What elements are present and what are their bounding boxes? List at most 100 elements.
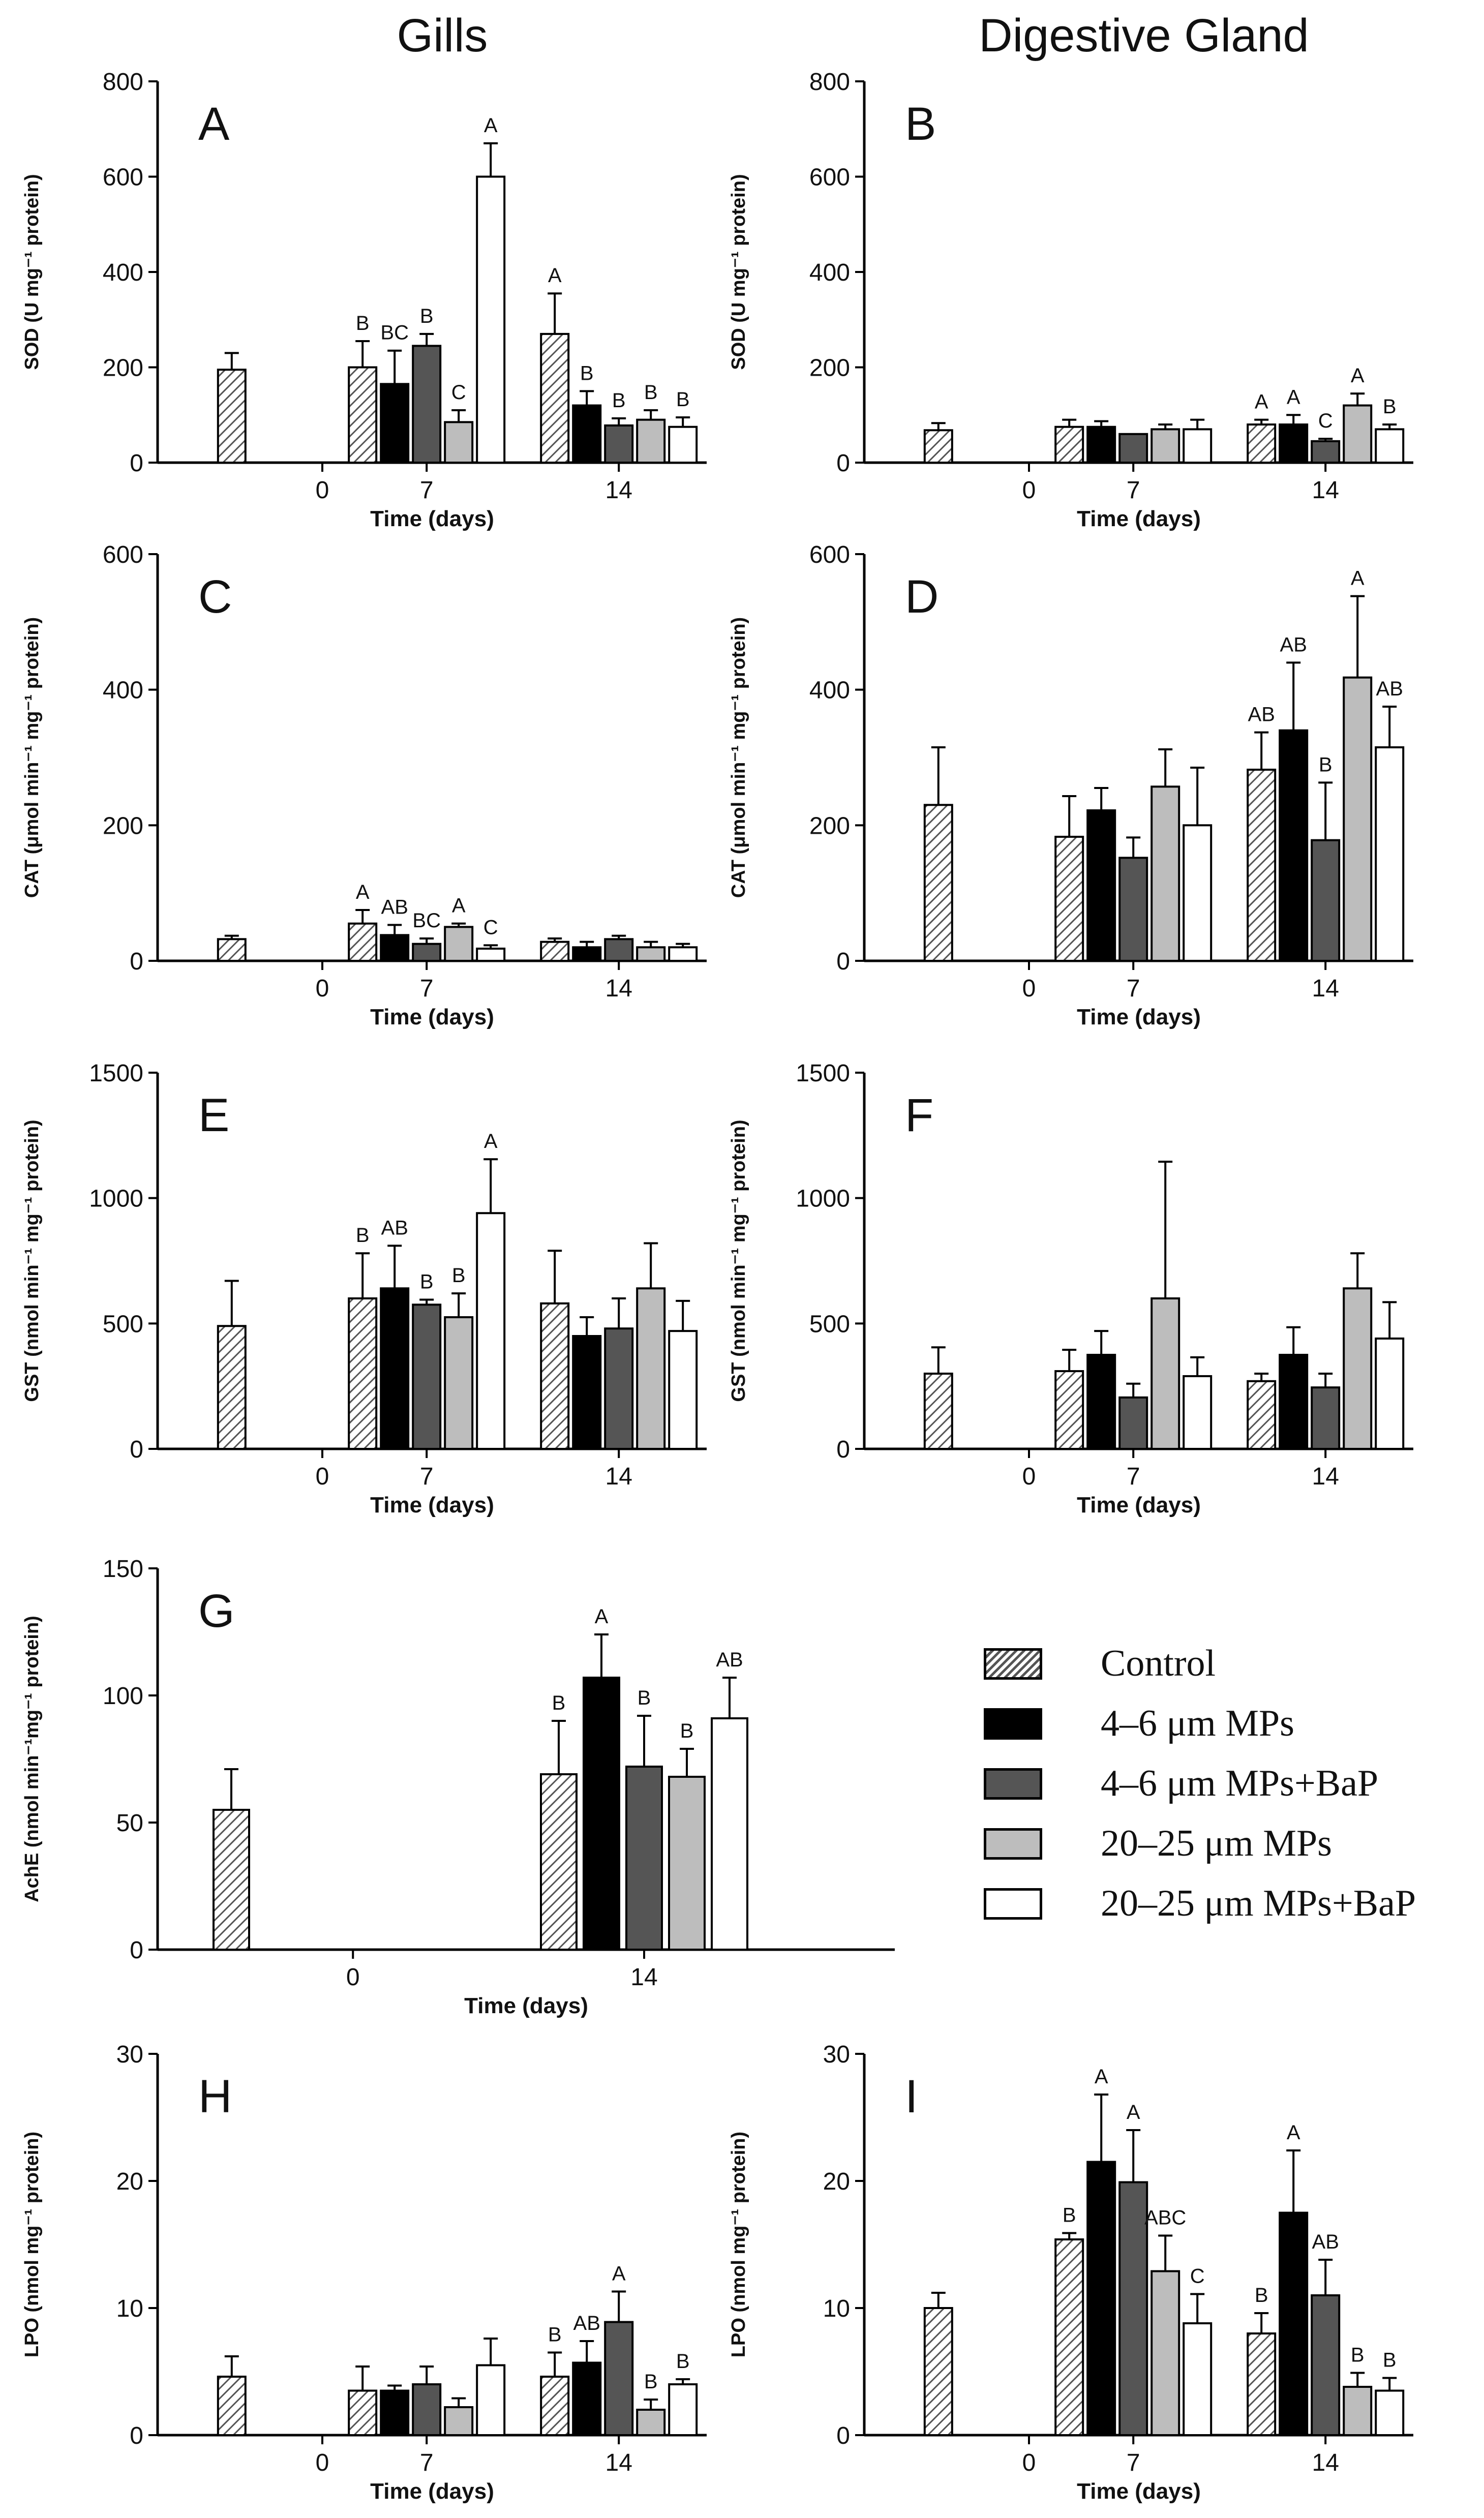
- sig-letter-20-25-mps: B: [680, 1720, 694, 1742]
- sig-letter-20-25-mps-bap: A: [484, 1130, 498, 1152]
- bar-control: [1247, 2332, 1277, 2436]
- y-tick-label-a: 400: [103, 259, 143, 286]
- x-tick-label-b: 14: [1312, 477, 1339, 504]
- x-tick-label-i: 7: [1127, 2449, 1140, 2476]
- y-tick-label-i: 10: [823, 2295, 850, 2322]
- bar-control: [1054, 836, 1084, 962]
- sig-letter-4-6-mps: A: [595, 1605, 609, 1628]
- x-tick-label-h: 0: [316, 2449, 329, 2476]
- sig-letter-4-6-mps-bap: B: [638, 1687, 651, 1709]
- y-tick-label-d: 600: [809, 541, 850, 568]
- x-tick-label-c: 0: [316, 975, 329, 1002]
- bar-20-25-mps: [636, 1287, 666, 1450]
- legend-item-4-6-mps-bap: 4–6 μm MPs+BaP: [984, 1762, 1472, 1822]
- legend-label: 20–25 μm MPs: [1101, 1823, 1332, 1864]
- bar-20-25-mps: [1343, 404, 1373, 464]
- y-tick-label-e: 1000: [89, 1186, 143, 1212]
- y-tick-label-h: 30: [116, 2041, 143, 2068]
- sig-letter-20-25-mps-bap: B: [676, 2350, 690, 2373]
- y-tick-label-i: 20: [823, 2168, 850, 2195]
- y-tick-label-d: 400: [809, 677, 850, 704]
- bar-4-6-mps-bap: [412, 2383, 442, 2436]
- x-axis-title-h: Time (days): [370, 2479, 494, 2504]
- x-axis-title-e: Time (days): [370, 1493, 494, 1518]
- y-axis-title-a: SOD (U mg⁻¹ protein): [21, 174, 43, 370]
- sig-letter-4-6-mps-bap: B: [612, 389, 626, 412]
- bar-control: [540, 2376, 570, 2436]
- bar-control: [217, 1325, 247, 1450]
- legend-label: Control: [1101, 1643, 1216, 1684]
- bar-20-25-mps: [1150, 2270, 1180, 2436]
- legend-label: 4–6 μm MPs: [1101, 1703, 1294, 1744]
- bar-control: [1054, 1370, 1084, 1450]
- y-axis-title-d: CAT (μmol min⁻¹ mg⁻¹ protein): [728, 617, 749, 898]
- x-tick-label-g: 14: [630, 1964, 657, 1991]
- bar-control: [213, 1809, 250, 1951]
- bar-20-25-mps-bap: [1183, 1375, 1213, 1450]
- bar-4-6-mps-bap: [1118, 1396, 1148, 1450]
- bar-control: [1054, 2238, 1084, 2436]
- y-tick-label-h: 10: [116, 2295, 143, 2322]
- y-tick-label-a: 0: [130, 450, 143, 477]
- panel-letter-a: A: [198, 98, 230, 150]
- sig-letter-4-6-mps: AB: [573, 2312, 600, 2334]
- x-tick-label-f: 14: [1312, 1463, 1339, 1490]
- legend-item-4-6-mps: 4–6 μm MPs: [984, 1702, 1472, 1762]
- panel-letter-f: F: [905, 1089, 933, 1141]
- bar-20-25-mps: [1150, 785, 1180, 962]
- bar-4-6-mps: [380, 934, 410, 962]
- bar-20-25-mps-bap: [1183, 2322, 1213, 2436]
- bar-20-25-mps-bap: [476, 2364, 506, 2436]
- bar-4-6-mps-bap: [1311, 1386, 1341, 1450]
- y-tick-label-f: 0: [836, 1436, 850, 1463]
- bar-4-6-mps-bap: [412, 345, 442, 464]
- sig-letter-20-25-mps-bap: B: [1383, 396, 1397, 418]
- panel-letter-b: B: [905, 98, 936, 150]
- bar-20-25-mps: [636, 946, 666, 962]
- sig-letter-20-25-mps: ABC: [1144, 2207, 1186, 2229]
- bar-control: [923, 1373, 953, 1450]
- bar-control: [540, 941, 570, 962]
- panel-letter-h: H: [198, 2071, 232, 2122]
- sig-letter-4-6-mps: BC: [380, 322, 409, 344]
- bar-4-6-mps: [572, 946, 602, 962]
- column-title-gills: Gills: [397, 10, 488, 62]
- legend: Control 4–6 μm MPs 4–6 μm MPs+BaP 20–25 …: [984, 1642, 1472, 1942]
- bar-20-25-mps-bap: [668, 1330, 698, 1450]
- sig-letter-20-25-mps: B: [644, 2371, 658, 2393]
- y-tick-label-i: 30: [823, 2041, 850, 2068]
- bar-20-25-mps: [636, 2409, 666, 2436]
- x-tick-label-i: 14: [1312, 2449, 1339, 2476]
- y-axis-title-g: AchE (nmol min⁻¹mg⁻¹ protein): [21, 1616, 43, 1902]
- bar-control: [923, 804, 953, 962]
- bar-20-25-mps-bap: [668, 946, 698, 962]
- bar-control: [348, 366, 378, 464]
- legend-item-20-25-mps: 20–25 μm MPs: [984, 1822, 1472, 1882]
- y-tick-label-g: 150: [103, 1556, 143, 1583]
- bar-4-6-mps-bap: [1311, 2294, 1341, 2436]
- bar-4-6-mps-bap: [1311, 440, 1341, 464]
- bar-4-6-mps-bap: [1311, 839, 1341, 962]
- y-tick-label-c: 600: [103, 541, 143, 568]
- x-tick-label-a: 14: [605, 477, 632, 504]
- y-tick-label-b: 600: [809, 164, 850, 191]
- bar-control: [1247, 423, 1277, 464]
- bar-20-25-mps: [1343, 676, 1373, 962]
- y-tick-label-g: 0: [130, 1937, 143, 1964]
- bar-4-6-mps-bap: [604, 2321, 634, 2436]
- x-tick-label-e: 7: [420, 1463, 434, 1490]
- bar-4-6-mps: [1086, 809, 1116, 962]
- bar-20-25-mps: [444, 2406, 474, 2436]
- sig-letter-4-6-mps-bap: B: [1319, 753, 1332, 776]
- bar-20-25-mps-bap: [668, 2383, 698, 2436]
- sig-letter-control: A: [1255, 391, 1268, 413]
- sig-letter-20-25-mps: B: [644, 381, 658, 404]
- y-axis-title-i: LPO (nmol mg⁻¹ protein): [728, 2132, 749, 2357]
- bar-4-6-mps-bap: [625, 1766, 663, 1951]
- x-tick-label-h: 14: [605, 2449, 632, 2476]
- sig-letter-4-6-mps-bap: AB: [1312, 2231, 1339, 2253]
- y-tick-label-e: 500: [103, 1311, 143, 1338]
- x-tick-label-f: 7: [1127, 1463, 1140, 1490]
